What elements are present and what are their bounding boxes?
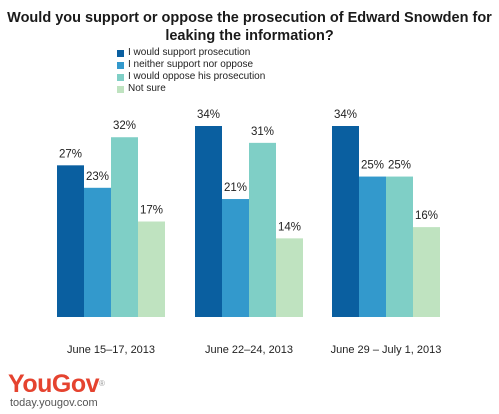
bar-support-group-3 [332, 126, 359, 317]
legend-swatch-not-sure [117, 85, 124, 93]
data-label-support-group-1: 27% [59, 148, 82, 160]
data-label-not-sure-group-2: 14% [278, 221, 301, 233]
category-label-2: June 22–24, 2013 [205, 344, 293, 356]
legend-swatch-neither [117, 61, 124, 69]
bar-not-sure-group-2 [276, 238, 303, 317]
data-label-neither-group-2: 21% [224, 182, 247, 194]
legend-label-support: I would support prosecution [128, 47, 251, 58]
bar-neither-group-1 [84, 187, 111, 317]
data-label-not-sure-group-1: 17% [140, 205, 163, 217]
data-label-oppose-group-2: 31% [251, 126, 274, 138]
logo-registered-mark: ® [99, 379, 105, 388]
bar-not-sure-group-3 [413, 227, 440, 317]
legend-swatch-oppose [117, 73, 124, 81]
bar-support-group-1 [57, 165, 84, 317]
data-label-not-sure-group-3: 16% [415, 210, 438, 222]
bar-support-group-2 [195, 126, 222, 317]
data-label-oppose-group-1: 32% [113, 120, 136, 132]
chart-title: Would you support or oppose the prosecut… [7, 10, 492, 44]
bar-not-sure-group-1 [138, 221, 165, 317]
category-label-3: June 29 – July 1, 2013 [331, 344, 442, 356]
category-label-1: June 15–17, 2013 [67, 344, 155, 356]
data-label-neither-group-1: 23% [86, 171, 109, 183]
data-label-support-group-3: 34% [334, 109, 357, 121]
legend-item-support: I would support prosecution [117, 47, 265, 59]
bar-oppose-group-3 [386, 176, 413, 317]
logo-you: You [8, 370, 52, 398]
bar-oppose-group-2 [249, 142, 276, 317]
legend-swatch-support [117, 49, 124, 57]
yougov-logo: YouGov® [8, 370, 105, 398]
legend-label-neither: I neither support nor oppose [128, 59, 254, 70]
data-label-oppose-group-3: 25% [388, 160, 411, 172]
logo-gov: Gov [51, 370, 100, 398]
data-label-neither-group-3: 25% [361, 160, 384, 172]
legend-label-not-sure: Not sure [128, 83, 166, 94]
site-url: today.yougov.com [10, 397, 98, 409]
data-label-support-group-2: 34% [197, 109, 220, 121]
chart-legend: I would support prosecution I neither su… [117, 47, 265, 95]
legend-item-oppose: I would oppose his prosecution [117, 71, 265, 83]
legend-label-oppose: I would oppose his prosecution [128, 71, 266, 82]
legend-item-not-sure: Not sure [117, 83, 265, 95]
bar-oppose-group-1 [111, 137, 138, 317]
legend-item-neither: I neither support nor oppose [117, 59, 265, 71]
bar-neither-group-3 [359, 176, 386, 317]
bar-neither-group-2 [222, 199, 249, 317]
